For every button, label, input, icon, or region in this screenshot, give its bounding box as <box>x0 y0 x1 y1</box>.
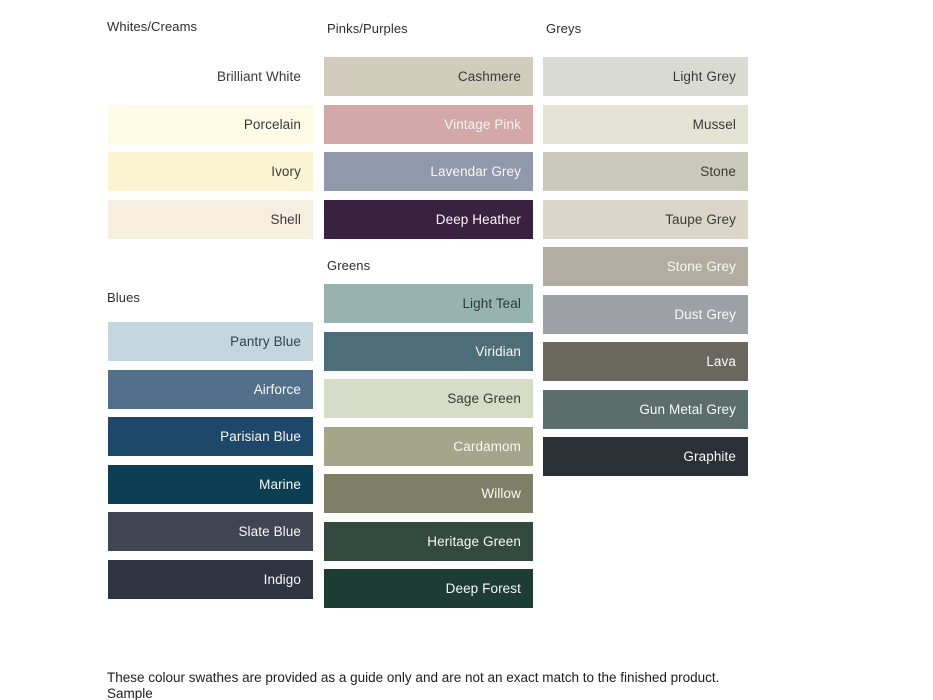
swatch-list-greens: Light Teal Viridian Sage Green Cardamom … <box>324 284 533 608</box>
swatch-cardamom: Cardamom <box>324 426 533 466</box>
swatch-vintage-pink: Vintage Pink <box>324 104 533 144</box>
swatch-label: Shell <box>270 211 301 227</box>
swatch-label: Sage Green <box>447 391 521 406</box>
section-title-greys: Greys <box>546 21 582 36</box>
swatch-label: Indigo <box>263 571 301 587</box>
swatch-label: Light Grey <box>672 69 736 84</box>
swatch-sage-green: Sage Green <box>324 379 533 418</box>
swatch-graphite: Graphite <box>543 437 748 476</box>
swatch-label: Graphite <box>683 449 736 464</box>
swatch-label: Marine <box>259 476 301 492</box>
swatch-label: Stone Grey <box>666 259 736 274</box>
swatch-label: Airforce <box>253 381 301 397</box>
swatch-brilliant-white: Brilliant White <box>108 57 313 96</box>
swatch-taupe-grey: Taupe Grey <box>543 199 748 239</box>
swatch-indigo: Indigo <box>108 559 313 599</box>
swatch-marine: Marine <box>108 464 313 504</box>
swatch-light-teal: Light Teal <box>324 284 533 323</box>
swatch-label: Viridian <box>475 343 521 359</box>
swatch-gun-metal-grey: Gun Metal Grey <box>543 389 748 429</box>
swatch-label: Gun Metal Grey <box>639 401 736 417</box>
swatch-willow: Willow <box>324 474 533 513</box>
swatch-label: Willow <box>481 486 521 501</box>
swatch-label: Parisian Blue <box>220 429 301 444</box>
swatch-deep-heather: Deep Heather <box>324 199 533 239</box>
swatch-label: Taupe Grey <box>665 211 736 227</box>
disclaimer-line-1: These colour swathes are provided as a g… <box>107 670 727 700</box>
swatch-parisian-blue: Parisian Blue <box>108 417 313 456</box>
swatch-label: Dust Grey <box>674 306 736 322</box>
swatch-label: Deep Heather <box>435 211 521 227</box>
swatch-lava: Lava <box>543 342 748 381</box>
swatch-stone-grey: Stone Grey <box>543 247 748 286</box>
swatch-list-greys: Light Grey Mussel Stone Taupe Grey Stone… <box>543 57 748 476</box>
swatch-deep-forest: Deep Forest <box>324 569 533 608</box>
swatch-ivory: Ivory <box>108 152 313 191</box>
swatch-label: Cardamom <box>453 438 521 454</box>
swatch-light-grey: Light Grey <box>543 57 748 96</box>
swatch-label: Pantry Blue <box>230 334 301 349</box>
section-title-whites-creams: Whites/Creams <box>107 19 198 34</box>
swatch-label: Light Teal <box>462 296 521 311</box>
swatch-list-pinks-purples: Cashmere Vintage Pink Lavendar Grey Deep… <box>324 57 533 239</box>
swatch-label: Deep Forest <box>445 581 521 596</box>
swatch-viridian: Viridian <box>324 331 533 371</box>
swatch-list-whites-creams: Brilliant White Porcelain Ivory Shell <box>108 57 313 239</box>
swatch-label: Lava <box>706 354 736 369</box>
swatch-lavendar-grey: Lavendar Grey <box>324 152 533 191</box>
swatch-slate-blue: Slate Blue <box>108 512 313 551</box>
swatch-mussel: Mussel <box>543 104 748 144</box>
disclaimer-text: These colour swathes are provided as a g… <box>107 639 772 700</box>
swatch-airforce: Airforce <box>108 369 313 409</box>
swatch-label: Cashmere <box>457 69 521 84</box>
swatch-cashmere: Cashmere <box>324 57 533 96</box>
swatch-shell: Shell <box>108 199 313 239</box>
swatch-label: Porcelain <box>243 116 301 132</box>
swatch-label: Brilliant White <box>216 69 301 84</box>
swatch-label: Lavendar Grey <box>430 164 521 179</box>
swatch-list-blues: Pantry Blue Airforce Parisian Blue Marin… <box>108 322 313 599</box>
section-title-blues: Blues <box>107 290 141 305</box>
section-title-pinks-purples: Pinks/Purples <box>327 21 408 36</box>
swatch-stone: Stone <box>543 152 748 191</box>
swatch-label: Heritage Green <box>427 533 521 549</box>
swatch-label: Stone <box>700 164 736 179</box>
swatch-label: Mussel <box>692 116 736 132</box>
swatch-porcelain: Porcelain <box>108 104 313 144</box>
swatch-pantry-blue: Pantry Blue <box>108 322 313 361</box>
swatch-heritage-green: Heritage Green <box>324 521 533 561</box>
section-title-greens: Greens <box>327 258 371 273</box>
swatch-label: Ivory <box>271 164 301 179</box>
swatch-label: Vintage Pink <box>444 116 521 132</box>
swatch-label: Slate Blue <box>238 524 301 539</box>
swatch-dust-grey: Dust Grey <box>543 294 748 334</box>
